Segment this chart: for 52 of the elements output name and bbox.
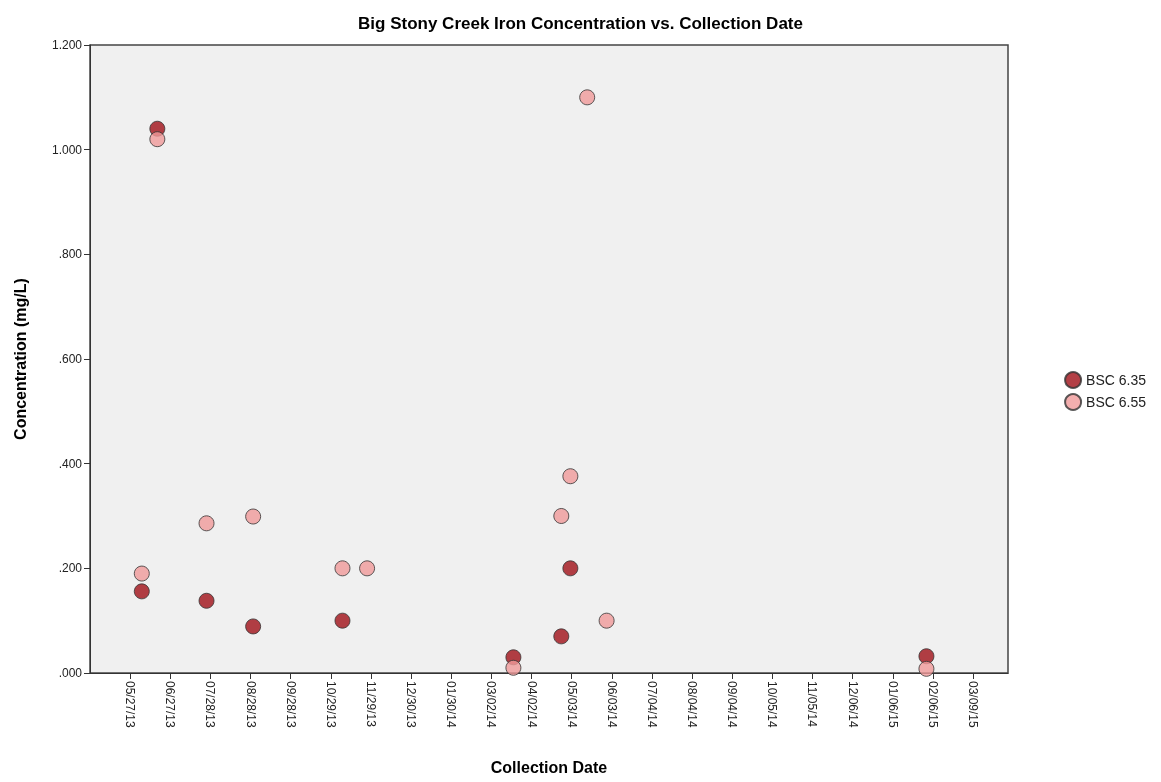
- x-tick-label: 07/04/14: [644, 681, 659, 729]
- point: [553, 628, 570, 645]
- point: [359, 560, 376, 577]
- x-tick-label: 10/05/14: [765, 681, 780, 729]
- x-tick-label: 06/03/14: [604, 681, 619, 729]
- x-axis-title: Collection Date: [490, 758, 608, 776]
- x-tick-label: 12/30/13: [404, 681, 419, 729]
- point: [334, 612, 351, 629]
- x-tick-label: 06/27/13: [163, 681, 178, 729]
- legend-label: BSC 6.35: [1086, 372, 1147, 388]
- y-tick-label: .800: [58, 247, 83, 262]
- x-tick-label: 05/27/13: [123, 681, 138, 729]
- point: [245, 508, 262, 525]
- x-tick-label: 12/06/14: [845, 681, 860, 729]
- y-tick-label: .000: [58, 666, 83, 680]
- x-tick-label: 02/06/15: [925, 681, 940, 729]
- y-tick-label: 1.200: [51, 38, 83, 52]
- point: [562, 468, 579, 485]
- x-tick-label: 09/04/14: [725, 681, 740, 729]
- x-tick-label: 11/05/14: [805, 681, 820, 728]
- y-tick-label: .200: [58, 561, 83, 576]
- x-tick-label: 11/29/13: [363, 681, 378, 728]
- point: [918, 660, 935, 677]
- point: [133, 583, 150, 600]
- point: [598, 612, 615, 629]
- point: [198, 515, 215, 532]
- x-tick-label: 03/09/15: [966, 681, 981, 729]
- x-tick-label: 08/28/13: [243, 681, 258, 729]
- point: [334, 560, 351, 577]
- y-tick-label: .600: [58, 352, 83, 366]
- chart-title: Big Stony Creek Iron Concentration vs. Collection Date: [358, 14, 803, 33]
- x-tick-label: 01/06/15: [885, 681, 900, 729]
- point: [505, 659, 522, 676]
- x-tick-label: 08/04/14: [685, 681, 700, 729]
- point: [149, 131, 166, 148]
- point: [133, 565, 150, 582]
- point: [553, 508, 570, 524]
- x-tick-label: 07/28/13: [203, 681, 218, 729]
- x-tick-label: 03/02/14: [484, 681, 499, 729]
- x-tick-label: 10/29/13: [323, 681, 338, 729]
- point: [562, 560, 579, 577]
- y-axis-title: Concentration (mg/L): [11, 278, 29, 440]
- x-tick-label: 01/30/14: [444, 681, 459, 729]
- y-tick-label: .400: [58, 456, 83, 471]
- x-tick-label: 04/02/14: [524, 681, 539, 729]
- point: [198, 592, 215, 609]
- x-tick-label: 05/03/14: [564, 681, 579, 729]
- legend-label: BSC 6.55: [1086, 394, 1147, 410]
- x-tick-label: 09/28/13: [283, 681, 298, 729]
- y-tick-label: 1.000: [51, 142, 83, 157]
- point: [245, 618, 262, 635]
- point: [579, 89, 596, 106]
